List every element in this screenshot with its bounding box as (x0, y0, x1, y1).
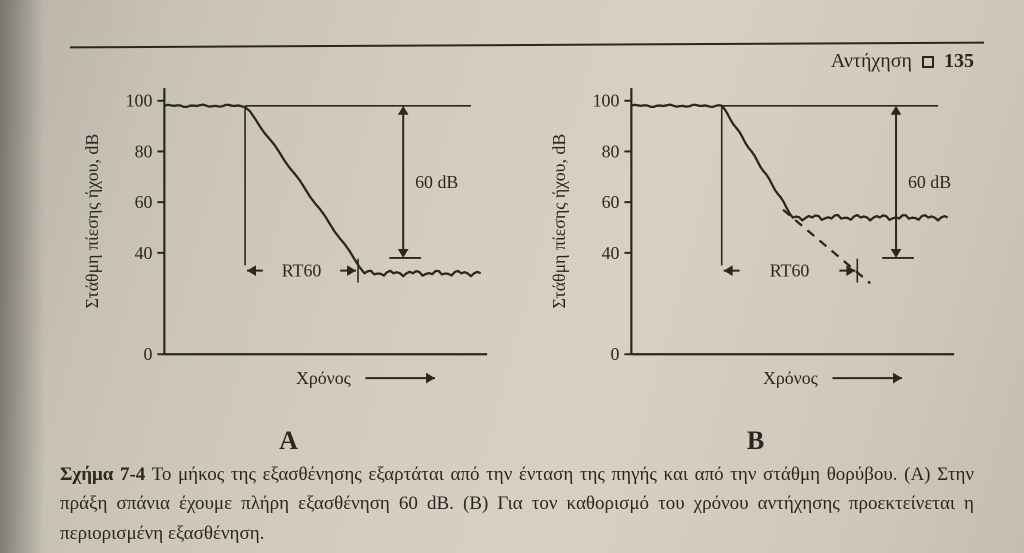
chart-panel-a: 0 40 60 80 100 Στάθμη πίεσης ήχου, dB Χρόνος 60… (70, 70, 507, 420)
figure-caption-text: Το μήκος της εξασθένησης εξαρτάται από τ… (60, 464, 974, 544)
svg-text:Χρόνος: Χρόνος (296, 368, 351, 388)
chart-a-svg: 0 40 60 80 100 Στάθμη πίεσης ήχου, dB Χρόνος 60… (70, 70, 507, 420)
svg-text:0: 0 (610, 344, 619, 364)
charts-row: 0 40 60 80 100 Στάθμη πίεσης ήχου, dB Χρόνος 60… (70, 70, 974, 420)
svg-text:80: 80 (602, 141, 620, 161)
figure-caption: Σχήμα 7-4 Το μήκος της εξασθένησης εξαρτ… (60, 460, 974, 548)
svg-text:60 dB: 60 dB (908, 172, 951, 192)
svg-text:0: 0 (143, 344, 152, 364)
svg-text:80: 80 (135, 141, 153, 161)
panel-letter-a: A (279, 426, 298, 456)
svg-text:40: 40 (602, 243, 620, 263)
svg-text:Στάθμη πίεσης ήχου, dB: Στάθμη πίεσης ήχου, dB (549, 134, 569, 309)
svg-text:100: 100 (593, 91, 620, 111)
svg-text:100: 100 (126, 91, 153, 111)
svg-text:Χρόνος: Χρόνος (763, 368, 818, 388)
panel-letter-b: B (747, 426, 764, 456)
svg-text:RT60: RT60 (282, 261, 322, 281)
svg-text:40: 40 (135, 243, 153, 263)
header-box-icon (922, 56, 934, 68)
figure-label: Σχήμα 7-4 (60, 464, 145, 485)
svg-text:60: 60 (135, 192, 153, 212)
svg-text:Στάθμη πίεσης ήχου, dB: Στάθμη πίεσης ήχου, dB (82, 134, 102, 309)
svg-text:60 dB: 60 dB (415, 172, 458, 192)
chart-panel-b: 0 40 60 80 100 Στάθμη πίεσης ήχου, dB Χρόνος 60… (537, 70, 974, 420)
svg-text:RT60: RT60 (770, 261, 810, 281)
svg-text:60: 60 (602, 192, 620, 212)
header-rule (70, 42, 984, 49)
chart-b-svg: 0 40 60 80 100 Στάθμη πίεσης ήχου, dB Χρόνος 60… (537, 70, 974, 420)
